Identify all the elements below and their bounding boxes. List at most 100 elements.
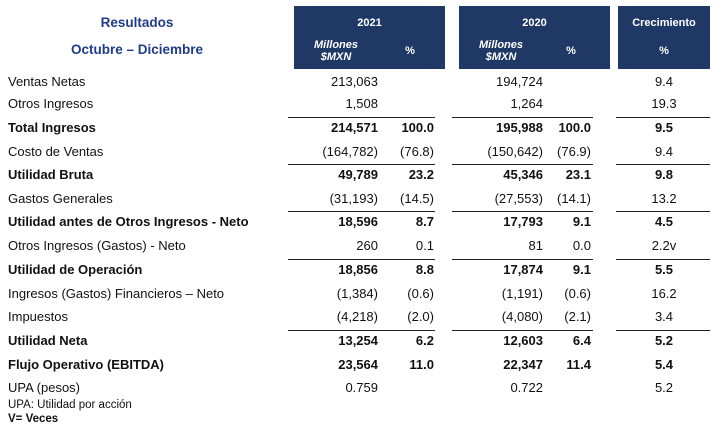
growth-cell: 5.2 [654,333,674,348]
growth-cell: 9.8 [654,167,674,182]
growth-cell: 9.4 [654,74,674,89]
row-divider [288,330,435,331]
table-row: UPA (pesos) 0.759 0.722 5.2 [0,377,717,399]
value-2021-cell: 49,789 [338,167,378,182]
pct-2021-cell: (2.0) [407,309,434,324]
value-2021-cell: 213,063 [331,74,378,89]
row-label: Flujo Operativo (EBITDA) [8,357,164,372]
pct-2021-cell [380,93,434,115]
row-divider [288,164,435,165]
value-2021-cell: 1,508 [345,96,378,111]
pct-2020-cell [545,93,591,115]
pct-2020-cell: 6.4 [572,333,591,348]
pct-2021-cell: (14.5) [400,191,434,206]
row-divider [616,330,710,331]
growth-cell: 5.2 [654,380,674,395]
row-label: Gastos Generales [8,191,113,206]
value-2021-cell: 18,856 [338,262,378,277]
pct-2020-cell: (14.1) [557,191,591,206]
row-label: UPA (pesos) [8,380,81,395]
row-divider [616,211,710,212]
pct-2021-header: % [405,45,415,57]
footnote-upa: UPA: Utilidad por acción [8,399,132,411]
pct-2020-cell: 100.0 [558,120,591,135]
growth-cell: 3.4 [654,309,674,324]
pct-2020-cell: 9.1 [572,262,591,277]
row-divider [452,259,593,260]
value-2021-cell: (1,384) [336,286,378,301]
value-2021-cell: 23,564 [338,357,378,372]
table-row: Otros Ingresos (Gastos) - Neto 260 0.1 81 0.… [0,235,717,257]
unit-2020-header: Millones $MXN [478,39,523,63]
pct-2020-cell [545,71,591,93]
value-2020-cell: 195,988 [496,120,543,135]
pct-2021-cell: 8.7 [415,214,434,229]
pct-2021-cell: (76.8) [400,144,434,159]
row-label: Total Ingresos [8,120,96,135]
pct-2021-cell: (0.6) [407,286,434,301]
growth-cell: 4.5 [654,214,674,229]
pct-growth-header: % [659,45,669,57]
value-2020-cell: 12,603 [503,333,543,348]
value-2021-cell: 214,571 [331,120,378,135]
header-2021-block [294,6,445,69]
header-growth-block [618,6,710,69]
year-2020-header: 2020 [522,17,547,29]
row-divider [452,211,593,212]
table-row: Utilidad Neta 13,254 6.2 12,603 6.4 5.2 [0,330,717,352]
growth-cell: 13.2 [651,191,677,206]
growth-cell: 9.4 [654,144,674,159]
growth-cell: 16.2 [651,286,677,301]
row-label: Utilidad Bruta [8,167,94,182]
pct-2021-cell [380,71,434,93]
report-title: Resultados [100,15,174,30]
unit-2021-header: Millones $MXN [313,39,358,63]
value-2020-cell: 81 [528,238,543,253]
value-2020-cell: 17,874 [503,262,543,277]
year-2021-header: 2021 [357,17,382,29]
row-divider [452,117,593,118]
growth-cell: 5.5 [654,262,674,277]
row-divider [288,259,435,260]
value-2021-cell: 260 [356,238,378,253]
growth-cell: 5.4 [654,357,674,372]
pct-2020-cell: (2.1) [564,309,591,324]
row-divider [452,164,593,165]
table-row: Otros Ingresos 1,508 1,264 19.3 [0,93,717,115]
pct-2021-cell: 8.8 [415,262,434,277]
value-2020-cell: (27,553) [494,191,543,206]
value-2020-cell: 194,724 [496,74,543,89]
value-2020-cell: (1,191) [501,286,543,301]
table-row: Flujo Operativo (EBITDA) 23,564 11.0 22,347… [0,354,717,376]
value-2020-cell: 22,347 [503,357,543,372]
row-divider [616,259,710,260]
growth-header: Crecimiento [632,17,696,29]
table-row: Utilidad Bruta 49,789 23.2 45,346 23.1 9.8 [0,164,717,186]
row-divider [616,117,710,118]
footnote-veces: V= Veces [8,413,59,425]
growth-cell: 2.2v [651,238,677,253]
value-2021-cell: 18,596 [338,214,378,229]
table-row: Impuestos (4,218) (2.0) (4,080) (2.1) 3.4 [0,306,717,328]
row-label: Utilidad Neta [8,333,88,348]
pct-2020-cell: 0.0 [572,238,591,253]
row-divider [288,117,435,118]
row-label: Utilidad antes de Otros Ingresos - Neto [8,214,249,229]
pct-2020-cell: 23.1 [565,167,591,182]
table-row: Utilidad antes de Otros Ingresos - Neto 1… [0,211,717,233]
report-period: Octubre – Diciembre [70,42,204,57]
table-row: Total Ingresos 214,571 100.0 195,988 100.0 9.… [0,117,717,139]
row-label: Ventas Netas [8,74,86,89]
table-row: Costo de Ventas (164,782) (76.8) (150,642) (… [0,141,717,163]
pct-2021-cell: 11.0 [409,357,434,372]
row-divider [616,164,710,165]
pct-2020-cell [545,377,591,399]
value-2020-cell: 1,264 [510,96,543,111]
row-label: Otros Ingresos (Gastos) - Neto [8,238,186,253]
pct-2020-cell: 11.4 [566,357,591,372]
value-2020-cell: (4,080) [501,309,543,324]
row-label: Otros Ingresos [8,96,94,111]
growth-cell: 19.3 [651,96,677,111]
value-2021-cell: (31,193) [329,191,378,206]
row-label: Impuestos [8,309,68,324]
